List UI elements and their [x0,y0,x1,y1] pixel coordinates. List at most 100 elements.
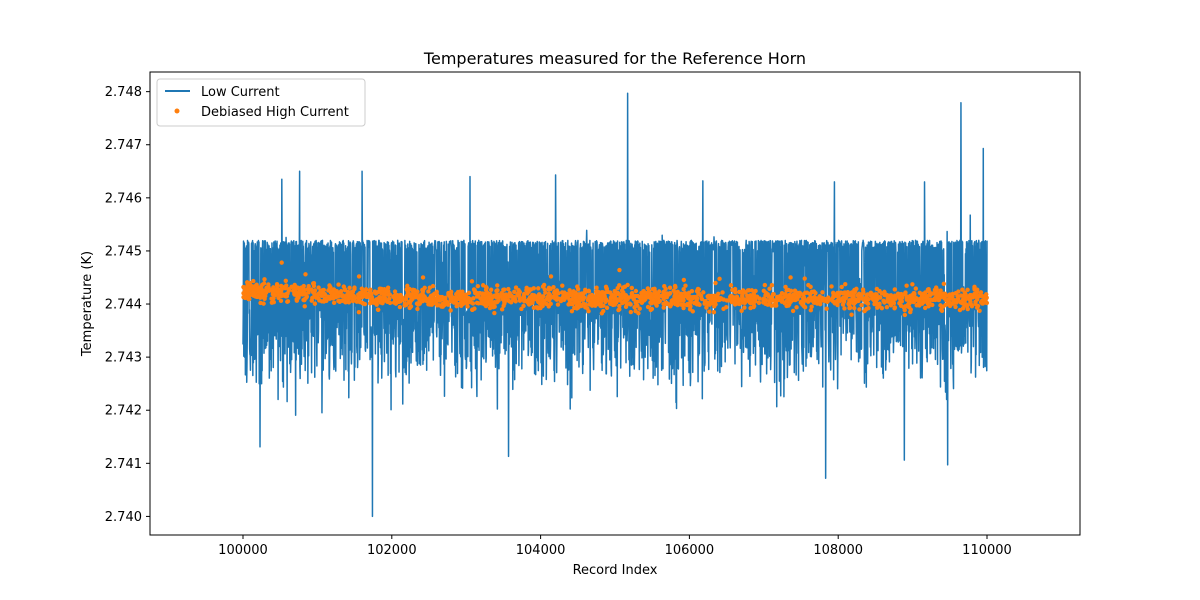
scatter-point [960,287,965,292]
scatter-point [892,305,898,310]
scatter-point [694,297,699,303]
plot-area [241,92,990,518]
scatter-point [854,286,859,292]
scatter-point [380,301,385,306]
scatter-point [346,300,352,305]
scatter-point [442,300,448,306]
scatter-point [686,290,692,295]
scatter-point [262,277,267,282]
scatter-point [707,309,712,314]
scatter-point [535,306,541,311]
scatter-point [711,309,717,315]
x-tick-label: 102000 [367,543,417,558]
scatter-point [888,303,894,308]
scatter-point [270,296,276,301]
scatter-point [925,287,931,292]
scatter-point [410,296,415,302]
scatter-point [579,291,584,296]
scatter-point [783,284,788,290]
scatter-point [804,290,810,295]
scatter-point [917,300,922,305]
scatter-point [336,298,341,304]
scatter-point [525,291,530,296]
scatter-point [544,301,549,307]
scatter-point [343,294,348,299]
scatter-point [924,295,929,300]
legend: Low Current Debiased High Current [156,78,366,127]
scatter-point [963,302,969,307]
scatter-point [902,312,908,318]
scatter-point [616,307,621,313]
scatter-point [875,305,880,310]
scatter-point [351,293,357,299]
scatter-point [469,279,475,284]
scatter-point [717,297,722,303]
scatter-point [951,299,957,305]
scatter-point [661,301,666,307]
scatter-point [730,287,735,293]
scatter-point [261,301,266,306]
scatter-point [617,303,622,309]
scatter-point [859,302,864,308]
scatter-point [692,294,697,300]
x-axis: 100000 102000 104000 106000 108000 110000 [218,535,1012,558]
scatter-point [881,298,886,303]
scatter-point [434,303,440,308]
scatter-point [761,288,767,294]
scatter-point [829,284,834,289]
scatter-point [794,295,800,301]
scatter-point [765,292,770,297]
scatter-point [387,300,393,306]
scatter-point [562,290,567,295]
scatter-point [602,294,607,299]
scatter-point [685,295,691,301]
scatter-point [930,297,936,303]
scatter-point [645,286,651,291]
scatter-point [492,304,497,309]
scatter-point [346,293,351,298]
scatter-point [599,297,604,302]
scatter-point [615,285,620,291]
scatter-point [375,307,381,312]
scatter-point [732,295,737,300]
scatter-point [513,299,518,304]
scatter-point [460,289,465,294]
scatter-point [328,290,334,295]
scatter-point [254,286,260,292]
scatter-point [667,285,673,290]
scatter-point [978,292,983,298]
scatter-point [794,305,799,310]
scatter-point [892,287,898,292]
scatter-point [246,296,251,302]
scatter-point [619,291,625,297]
scatter-point [844,291,850,296]
scatter-point [458,294,463,299]
scatter-point [611,299,616,304]
scatter-point [835,290,840,296]
scatter-point [543,290,548,295]
scatter-point [397,304,403,310]
scatter-point [712,293,717,298]
scatter-point [436,298,441,303]
scatter-point [529,300,534,306]
scatter-point [569,308,575,314]
y-tick-label: 2.746 [105,191,142,206]
scatter-point [356,309,362,315]
scatter-point [637,298,643,304]
scatter-point [736,297,742,302]
scatter-point [407,305,412,311]
scatter-point [507,294,512,299]
scatter-point [592,300,597,305]
scatter-point [434,289,439,295]
scatter-point [573,294,578,300]
scatter-point [374,302,379,307]
scatter-point [550,294,556,300]
scatter-point [721,306,726,312]
scatter-point [420,288,425,293]
y-tick-label: 2.744 [105,298,142,313]
scatter-point [564,295,569,300]
scatter-point [516,292,522,297]
scatter-point [574,303,580,308]
scatter-point [791,292,796,297]
scatter-point [623,293,629,298]
